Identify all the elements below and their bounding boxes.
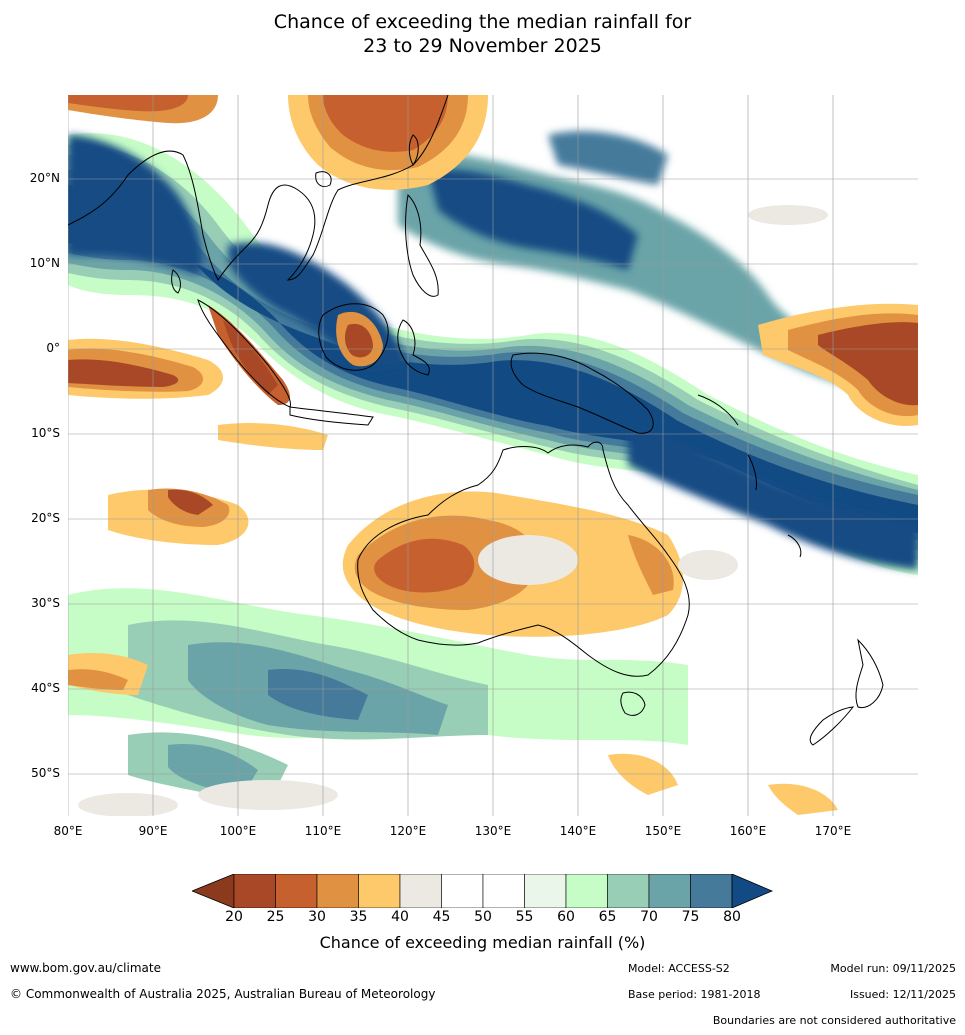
lon-label-100e: 100°E (219, 824, 257, 838)
colorbar-low-arrow (190, 873, 235, 909)
footer-model-run: Model run: 09/11/2025 (830, 962, 956, 975)
coastlines (68, 95, 884, 746)
colorbar-high-arrow (731, 873, 774, 909)
lat-label-20s: 20°S (31, 511, 60, 525)
map-canvas (68, 95, 918, 816)
colorbar-cell (316, 873, 359, 909)
colorbar-tick-label: 75 (681, 909, 700, 925)
colorbar-cell (441, 873, 484, 909)
lat-label-50s: 50°S (31, 766, 60, 780)
western-blue (68, 135, 202, 275)
footer-copyright: © Commonwealth of Australia 2025, Austra… (10, 987, 436, 1001)
lon-label-140e: 140°E (559, 824, 597, 838)
rainfall-map (68, 95, 918, 816)
lat-label-10n: 10°N (29, 256, 60, 270)
title-line-1: Chance of exceeding the median rainfall … (273, 11, 692, 33)
colorbar-tick-label: 30 (308, 909, 326, 925)
colorbar-cell (607, 873, 650, 909)
colorbar-cell (565, 873, 608, 909)
colorbar-cell (648, 873, 691, 909)
colorbar-cell (233, 873, 276, 909)
lon-label-160e: 160°E (729, 824, 767, 838)
lat-label-30s: 30°S (31, 596, 60, 610)
footer-model: Model: ACCESS-S2 (628, 962, 730, 975)
colorbar-cell (275, 873, 318, 909)
colorbar-label: Chance of exceeding median rainfall (%) (319, 933, 646, 952)
lat-label-20n: 20°N (29, 171, 60, 185)
colorbar (190, 873, 774, 909)
footer-base-period: Base period: 1981-2018 (628, 988, 761, 1001)
colorbar-tick-label: 25 (266, 909, 285, 925)
colorbar-graphic (190, 873, 774, 909)
colorbar-tick-label: 65 (598, 909, 617, 925)
lon-label-80e: 80°E (53, 824, 83, 838)
colorbar-cell (690, 873, 733, 909)
colorbar-tick-label: 55 (515, 909, 534, 925)
colorbar-tick-label: 40 (391, 909, 409, 925)
footer-url[interactable]: www.bom.gov.au/climate (10, 961, 161, 975)
lon-label-170e: 170°E (814, 824, 852, 838)
lon-label-90e: 90°E (138, 824, 168, 838)
lat-label-0: 0° (46, 341, 60, 355)
colorbar-cell (482, 873, 525, 909)
colorbar-tick-label: 60 (557, 909, 575, 925)
map-title: Chance of exceeding the median rainfall … (0, 10, 965, 58)
lon-label-110e: 110°E (304, 824, 342, 838)
colorbar-tick-label: 45 (432, 909, 451, 925)
colorbar-cell (524, 873, 567, 909)
lat-label-40s: 40°S (31, 681, 60, 695)
colorbar-tick-label: 35 (349, 909, 368, 925)
colorbar-cell (399, 873, 442, 909)
colorbar-tick-label: 80 (723, 909, 741, 925)
footer-disclaimer: Boundaries are not considered authoritat… (712, 1014, 956, 1027)
footer-issued: Issued: 12/11/2025 (849, 988, 956, 1001)
southern-wet-band (68, 588, 688, 805)
lon-label-150e: 150°E (644, 824, 682, 838)
lat-label-10s: 10°S (31, 426, 60, 440)
colorbar-cell (358, 873, 401, 909)
lon-label-120e: 120°E (389, 824, 427, 838)
colorbar-tick-label: 50 (474, 909, 492, 925)
colorbar-tick-label: 70 (640, 909, 658, 925)
dry-regions (68, 95, 918, 815)
title-line-2: 23 to 29 November 2025 (363, 35, 602, 57)
colorbar-tick-label: 20 (225, 909, 243, 925)
lon-label-130e: 130°E (474, 824, 512, 838)
